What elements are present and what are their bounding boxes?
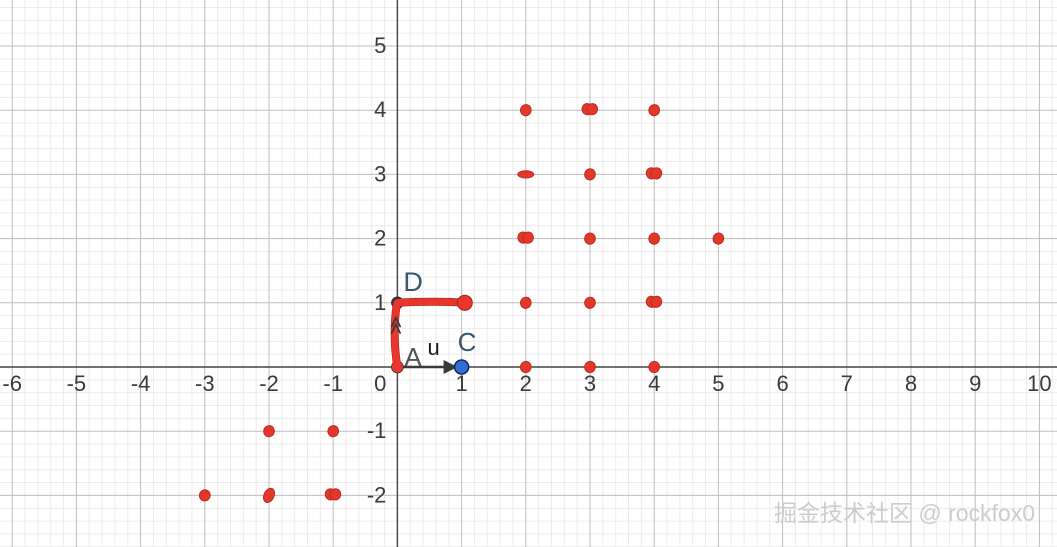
svg-text:-3: -3: [195, 371, 215, 396]
svg-text:5: 5: [712, 371, 724, 396]
svg-text:-4: -4: [131, 371, 151, 396]
svg-text:-5: -5: [67, 371, 87, 396]
svg-text:5: 5: [374, 33, 386, 58]
svg-text:7: 7: [841, 371, 853, 396]
svg-text:6: 6: [776, 371, 788, 396]
svg-text:4: 4: [374, 97, 386, 122]
svg-text:9: 9: [969, 371, 981, 396]
svg-text:3: 3: [584, 371, 596, 396]
svg-text:10: 10: [1027, 371, 1051, 396]
svg-text:-1: -1: [367, 418, 387, 443]
svg-text:-1: -1: [323, 371, 343, 396]
svg-text:-2: -2: [367, 482, 387, 507]
svg-text:-6: -6: [2, 371, 22, 396]
svg-text:4: 4: [648, 371, 660, 396]
svg-text:8: 8: [905, 371, 917, 396]
svg-text:0: 0: [374, 371, 386, 396]
svg-text:1: 1: [374, 290, 386, 315]
svg-text:掘金技术社区 @ rockfox0: 掘金技术社区 @ rockfox0: [774, 500, 1035, 526]
svg-text:u: u: [428, 335, 440, 360]
svg-text:D: D: [403, 267, 423, 297]
svg-text:C: C: [458, 327, 477, 357]
svg-text:3: 3: [374, 161, 386, 186]
svg-text:2: 2: [374, 226, 386, 251]
svg-text:-2: -2: [259, 371, 279, 396]
svg-text:2: 2: [520, 371, 532, 396]
svg-text:A: A: [404, 342, 422, 372]
